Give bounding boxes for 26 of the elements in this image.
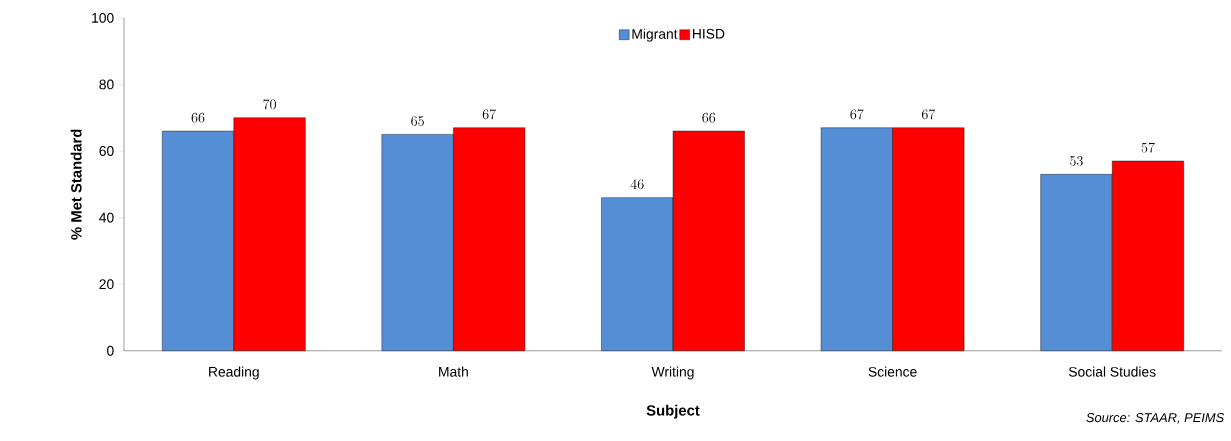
x-tick-label: Science	[868, 366, 917, 377]
x-tick-label: Writing	[651, 366, 694, 380]
data-label: 66	[191, 112, 205, 123]
legend-label: HISD	[692, 28, 725, 39]
y-tick-label: 20	[99, 279, 114, 290]
y-tick-label: 40	[99, 212, 114, 223]
y-tick-label: 100	[92, 12, 114, 23]
data-label: 53	[1070, 155, 1083, 166]
y-tick-label: 80	[99, 79, 114, 90]
data-label: 65	[411, 116, 424, 126]
data-label: 67	[921, 109, 936, 120]
y-tick-label: 0	[107, 345, 114, 356]
y-axis-title: % Met Standard	[70, 129, 82, 240]
y-tick-label: 60	[99, 146, 114, 156]
x-axis-title: Subject	[646, 404, 700, 419]
x-tick-label: Reading	[209, 366, 259, 380]
data-label: 70	[263, 99, 276, 110]
data-label: 66	[702, 112, 716, 123]
x-tick-label: Math	[439, 366, 468, 377]
data-label: 57	[1141, 142, 1155, 153]
x-tick-label: Social Studies	[1068, 366, 1156, 377]
data-label: 46	[630, 179, 644, 190]
source-note: Source: STAAR, PEIMS	[1086, 412, 1225, 424]
legend-label: Migrant	[632, 28, 678, 42]
data-label: 67	[850, 109, 864, 120]
data-label: 67	[482, 109, 496, 120]
